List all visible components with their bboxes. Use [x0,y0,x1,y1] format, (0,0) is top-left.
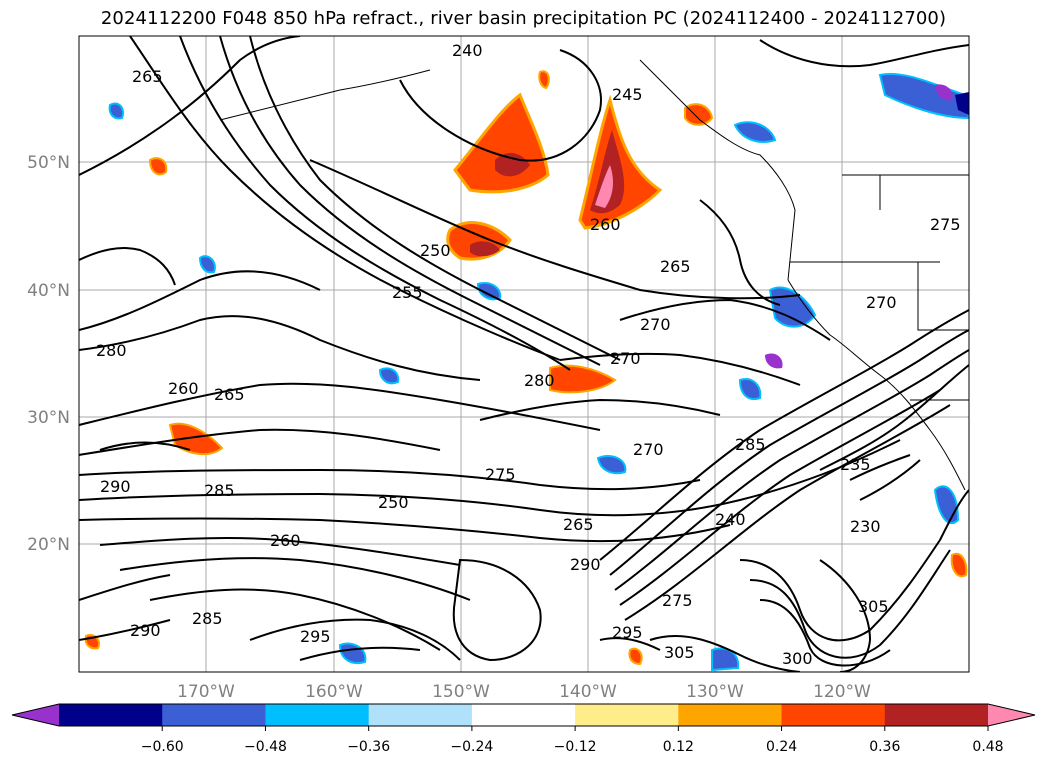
precip-patch [738,378,762,400]
contour-label: 230 [850,517,881,536]
contour-label: 255 [392,283,423,302]
contour-label: 275 [930,215,961,234]
contour-label: 285 [204,481,235,500]
coastlines [219,59,969,491]
contour-label: 265 [132,67,163,86]
contour-label: 280 [524,371,555,390]
refractivity-contours [79,36,969,672]
contour-label: 295 [612,623,643,642]
colorbar-extend-high [988,704,1035,726]
contour-label: 305 [858,597,889,616]
contour-label: 265 [660,257,691,276]
precip-patch [198,255,216,274]
precip-patch [935,84,953,101]
colorbar-tick-label: −0.36 [347,739,390,755]
precip-patch [684,103,714,126]
lon-label: 170°W [177,682,235,702]
colorbar-tick-label: −0.24 [450,739,493,755]
colorbar-segment [59,704,163,726]
contour-label: 235 [840,455,871,474]
contour-label: 250 [420,241,451,260]
contour-label: 265 [563,515,594,534]
contour-label: 305 [664,643,695,662]
lon-label: 120°W [813,682,871,702]
precip-patch [108,102,124,120]
contour-label: 270 [610,349,641,368]
colorbar-segment [884,704,989,726]
precip-patch [711,647,740,672]
precip-patch [765,353,783,369]
contour-label: 260 [270,531,301,550]
contour-label: 245 [612,85,643,104]
precip-patch [538,70,550,90]
colorbar: −0.60 −0.48 −0.36 −0.24 −0.12 0.12 0.24 0.36 0.4… [11,703,1036,755]
longitude-labels: 170°W 160°W 150°W 140°W 130°W 120°W [177,682,871,702]
lon-label: 140°W [559,682,617,702]
contour-label: 280 [96,341,127,360]
contour-label: 260 [590,215,621,234]
contour-label: 240 [452,41,483,60]
lat-label: 20°N [27,535,70,555]
colorbar-tick-label: 0.48 [972,739,1003,755]
contour-label: 265 [214,385,245,404]
latitude-labels: 50°N 40°N 30°N 20°N [27,153,70,555]
lon-label: 130°W [686,682,744,702]
lat-label: 50°N [27,153,70,173]
contour-label: 295 [300,627,331,646]
contour-label: 270 [640,315,671,334]
contour-label: 290 [100,477,131,496]
contour-label: 290 [570,555,601,574]
contour-label: 285 [192,609,223,628]
contour-label: 270 [633,440,664,459]
lat-label: 30°N [27,408,70,428]
contour-label: 250 [378,493,409,512]
map-title: 2024112200 F048 850 hPa refract., river … [100,8,947,29]
contour-label: 270 [866,293,897,312]
colorbar-tick-label: 0.24 [766,739,797,755]
colorbar-segment [471,704,576,726]
colorbar-extend-low [12,704,59,726]
precip-patch [595,165,613,208]
precip-positive-fields [84,70,968,666]
contour-label: 285 [735,435,766,454]
lon-label: 160°W [305,682,363,702]
precip-patch [549,364,617,394]
precip-patch [470,241,500,257]
contour-label: 260 [168,379,199,398]
contour-labels: 265 240 245 250 260 265 270 285 280 275 … [96,41,961,668]
colorbar-tick-label: 0.12 [663,739,694,755]
precip-patch [495,153,530,177]
contour-label: 240 [715,510,746,529]
precip-patch [933,485,960,525]
contour-label: 290 [130,621,161,640]
colorbar-segment [265,704,370,726]
colorbar-segment [368,704,473,726]
contour-label: 300 [782,649,813,668]
precip-patch [950,552,968,578]
precip-patch [878,73,969,120]
precip-patch [476,282,502,301]
colorbar-tick-label: −0.12 [554,739,597,755]
colorbar-tick-label: 0.36 [869,739,900,755]
precip-patch [733,121,777,143]
map-panel: 265 240 245 250 260 265 270 285 280 275 … [78,35,970,673]
precip-patch [148,157,168,176]
colorbar-tick-label: −0.48 [244,739,287,755]
precip-patch [378,367,400,385]
colorbar-segment [575,704,679,726]
lat-label: 40°N [27,281,70,301]
precip-patch [628,647,643,666]
contour-label: 275 [662,591,693,610]
precip-patch [596,454,627,475]
lon-label: 150°W [432,682,490,702]
precip-patch [955,92,969,115]
colorbar-tick-label: −0.60 [141,739,184,755]
colorbar-segment [678,704,783,726]
precip-patch [168,422,224,456]
colorbar-segment [781,704,886,726]
contour-label: 275 [485,465,516,484]
colorbar-segment [162,704,266,726]
